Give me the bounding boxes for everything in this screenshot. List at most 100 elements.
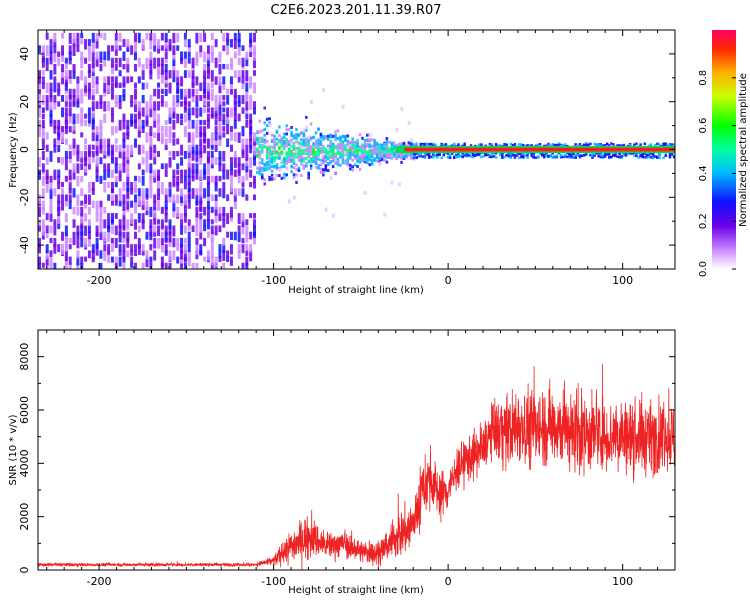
heatmap-cell xyxy=(172,107,176,117)
heatmap-cell xyxy=(256,130,259,134)
heatmap-cell xyxy=(206,57,210,67)
heatmap-cell xyxy=(110,113,114,123)
heatmap-cell xyxy=(180,76,184,87)
heatmap-cell xyxy=(45,244,49,254)
heatmap-cell xyxy=(218,175,222,182)
heatmap-cell xyxy=(423,152,427,156)
heatmap-cell xyxy=(91,157,95,163)
heatmap-cell xyxy=(363,191,367,196)
heatmap-cell xyxy=(553,143,557,147)
heatmap-cell xyxy=(436,153,439,157)
heatmap-cell xyxy=(206,250,210,261)
heatmap-cell xyxy=(501,156,504,160)
heatmap-cell xyxy=(280,176,284,180)
heatmap-cell xyxy=(285,144,288,148)
heatmap-cell xyxy=(191,144,195,154)
heatmap-cell xyxy=(564,153,567,157)
heatmap-cell xyxy=(253,237,257,245)
heatmap-cell xyxy=(635,152,638,156)
heatmap-cell xyxy=(180,194,184,203)
heatmap-cell xyxy=(300,149,303,153)
heatmap-cell xyxy=(126,126,130,136)
heatmap-cell xyxy=(210,88,214,96)
heatmap-cell xyxy=(334,130,337,134)
heatmap-cell xyxy=(392,146,396,150)
heatmap-cell xyxy=(395,154,398,158)
heatmap-cell xyxy=(400,152,403,156)
heatmap-cell xyxy=(341,155,345,159)
heatmap-cell xyxy=(164,51,168,59)
heatmap-cell xyxy=(578,142,582,146)
heatmap-cell xyxy=(61,244,65,255)
heatmap-cell xyxy=(423,156,427,160)
heatmap-cell xyxy=(336,143,340,147)
heatmap-cell xyxy=(99,250,103,259)
heatmap-cell xyxy=(80,200,84,206)
heatmap-cell xyxy=(241,269,244,280)
heatmap-cell xyxy=(233,107,237,115)
heatmap-cell xyxy=(122,113,126,122)
colorbar-tick-label: 0.4 xyxy=(698,165,709,181)
heatmap-cell xyxy=(38,219,41,226)
heatmap-cell xyxy=(130,101,134,108)
heatmap-cell xyxy=(305,144,308,148)
heatmap-cell xyxy=(122,219,126,229)
snr-x-tick-label: 100 xyxy=(612,575,633,588)
heatmap-cell xyxy=(157,150,161,157)
heatmap-cell xyxy=(375,156,379,160)
heatmap-cell xyxy=(413,152,416,156)
heatmap-cell xyxy=(570,153,573,157)
heatmap-cell xyxy=(290,130,293,134)
heatmap-cell xyxy=(76,144,80,155)
heatmap-cell xyxy=(559,155,563,159)
heatmap-cell xyxy=(258,152,262,156)
heatmap-cell xyxy=(388,140,391,144)
heatmap-cell xyxy=(241,237,245,244)
heatmap-cell xyxy=(195,32,199,44)
heatmap-cell xyxy=(68,113,72,124)
heatmap-cell xyxy=(233,39,237,50)
heatmap-cell xyxy=(183,32,187,40)
heatmap-cell xyxy=(210,250,214,258)
heatmap-cell xyxy=(356,154,359,158)
heatmap-cell xyxy=(64,70,68,80)
heatmap-cell xyxy=(520,144,523,147)
heatmap-cell xyxy=(664,142,668,145)
heatmap-cell xyxy=(183,244,187,254)
heatmap-cell xyxy=(110,82,114,90)
heatmap-cell xyxy=(226,231,230,238)
heatmap-cell xyxy=(233,169,237,177)
heatmap-cell xyxy=(145,57,149,67)
snr-x-tick-label: 0 xyxy=(445,575,452,588)
heatmap-cell xyxy=(241,70,245,77)
heatmap-cell xyxy=(38,107,41,118)
heatmap-cell xyxy=(160,132,164,143)
heatmap-cell xyxy=(341,158,345,162)
heatmap-cell xyxy=(130,76,134,83)
heatmap-cell xyxy=(378,143,381,147)
heatmap-cell xyxy=(203,163,207,175)
heatmap-cell xyxy=(157,200,161,211)
heatmap-cell xyxy=(41,76,45,84)
heatmap-cell xyxy=(80,51,84,60)
heatmap-cell xyxy=(618,155,621,159)
heatmap-cell xyxy=(295,155,298,159)
heatmap-cell xyxy=(87,88,91,100)
heatmap-cell xyxy=(187,225,191,231)
heatmap-cell xyxy=(176,82,180,94)
heatmap-cell xyxy=(268,117,271,121)
heatmap-cell xyxy=(278,151,281,155)
heatmap-cell xyxy=(172,95,176,106)
heatmap-cell xyxy=(341,143,345,147)
heatmap-cell xyxy=(423,144,427,148)
heatmap-cell xyxy=(589,142,592,146)
heatmap-cell xyxy=(290,154,293,158)
heatmap-cell xyxy=(118,169,122,177)
heatmap-cell xyxy=(229,231,233,240)
heatmap-cell xyxy=(222,237,226,246)
heatmap-cell xyxy=(68,107,72,117)
heatmap-cell xyxy=(314,150,318,154)
heatmap-cell xyxy=(80,237,84,248)
heatmap-cell xyxy=(672,143,675,146)
